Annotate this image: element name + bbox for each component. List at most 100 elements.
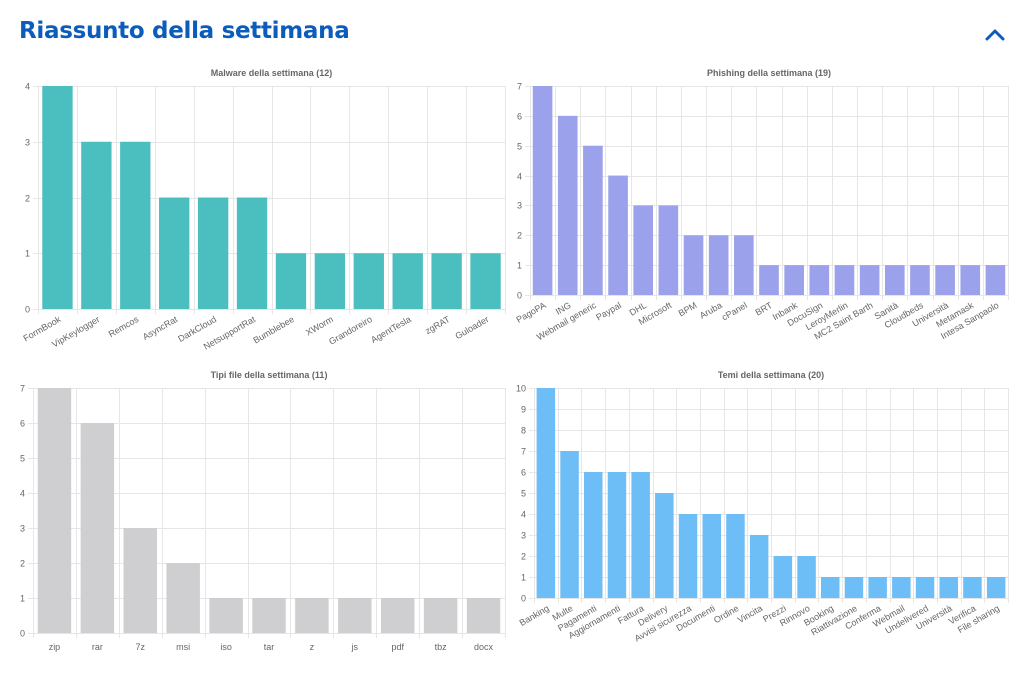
bar-xworm[interactable] (314, 253, 346, 309)
bar-asyncrat[interactable] (159, 197, 190, 310)
bar-agenttesla[interactable] (392, 253, 423, 309)
bar-remcos[interactable] (120, 141, 151, 309)
bar-pdf[interactable] (380, 598, 415, 633)
bar-vipkeylogger[interactable] (81, 141, 112, 309)
bar-docx[interactable] (466, 598, 501, 633)
bar-pagopa[interactable] (532, 86, 553, 295)
bar-docusign[interactable] (809, 265, 830, 295)
bar-avvisi-sicurezza[interactable] (678, 514, 698, 598)
bar-universit-[interactable] (935, 265, 955, 295)
bar-file-sharing[interactable] (986, 577, 1006, 598)
bar-darkcloud[interactable] (197, 197, 229, 310)
chart-title: Tipi file della settimana (11) (211, 370, 328, 380)
bar-zip[interactable] (37, 388, 72, 633)
bar-dhl[interactable] (633, 205, 654, 295)
bar-brt[interactable] (759, 265, 779, 295)
y-tick-label: 9 (521, 405, 526, 415)
x-tick-label: XWorm (304, 314, 335, 338)
y-tick-label: 3 (20, 524, 25, 534)
x-tick-label: 7z (136, 642, 146, 652)
bar-tar[interactable] (252, 598, 286, 633)
bar-7z[interactable] (123, 528, 158, 633)
bar-ing[interactable] (557, 115, 578, 295)
x-tick-label: Guloader (453, 314, 490, 341)
bar-zgrat[interactable] (431, 253, 462, 309)
bar-prezzi[interactable] (773, 556, 793, 598)
bar-msi[interactable] (166, 563, 200, 633)
bar-delivery[interactable] (655, 493, 674, 598)
bar-sanit-[interactable] (884, 265, 905, 295)
x-tick-label: tbz (435, 642, 448, 652)
bar-netsupportrat[interactable] (236, 197, 268, 310)
themes-chart: Temi della settimana (20) 0 1 2 3 4 5 6 7 8 9 10 Ban… (512, 367, 1024, 675)
x-tick-label: Paypal (594, 300, 623, 322)
y-tick-label: 7 (517, 82, 522, 92)
summary-header: Riassunto della settimana (0, 0, 1024, 62)
bar-rinnovo[interactable] (797, 556, 816, 598)
chart-title: Malware della settimana (12) (211, 68, 333, 78)
y-tick-label: 0 (521, 594, 526, 604)
y-tick-label: 1 (20, 594, 25, 604)
bar-verifica[interactable] (963, 577, 982, 598)
x-tick-label: AsyncRat (141, 314, 180, 342)
bar-inbank[interactable] (784, 265, 804, 295)
x-tick-label: tar (264, 642, 275, 652)
x-tick-label: Aruba (698, 300, 724, 321)
malware-chart: Malware della settimana (12) 0 1 2 3 4 FormBoo… (0, 62, 512, 367)
bar-tbz[interactable] (423, 598, 458, 633)
bar-aruba[interactable] (708, 235, 729, 295)
bar-booking[interactable] (821, 577, 840, 598)
bar-multe[interactable] (560, 451, 579, 598)
y-tick-label: 4 (25, 82, 30, 92)
x-tick-label: docx (474, 642, 494, 652)
bar-grandoreiro[interactable] (353, 253, 384, 309)
y-tick-label: 8 (521, 426, 526, 436)
bar-guloader[interactable] (470, 253, 501, 309)
themes-chart-svg: Temi della settimana (20) 0 1 2 3 4 5 6 7 8 9 10 Ban… (516, 370, 1009, 644)
bar-webmail[interactable] (892, 577, 911, 598)
bar-leroymerlin[interactable] (834, 265, 855, 295)
bar-fattura[interactable] (631, 472, 650, 598)
bar-rar[interactable] (80, 423, 115, 633)
bar-microsoft[interactable] (658, 205, 679, 295)
y-tick-label: 5 (20, 454, 25, 464)
bar-bpm[interactable] (683, 235, 704, 295)
bar-metamask[interactable] (960, 265, 981, 295)
y-tick-label: 4 (521, 510, 526, 520)
bar-pagamenti[interactable] (584, 472, 603, 598)
x-tick-label: z (310, 642, 315, 652)
bar-js[interactable] (338, 598, 372, 633)
bar-universit-[interactable] (939, 577, 958, 598)
bar-formbook[interactable] (42, 86, 73, 309)
bar-paypal[interactable] (608, 175, 628, 295)
bar-cpanel[interactable] (734, 235, 754, 295)
bar-aggiornamenti[interactable] (607, 472, 627, 598)
bar-documenti[interactable] (702, 514, 721, 598)
chart-title: Phishing della settimana (19) (707, 68, 831, 78)
bar-undelivered[interactable] (915, 577, 935, 598)
x-tick-label: Grandoreiro (327, 314, 374, 347)
x-tick-label: iso (220, 642, 232, 652)
bar-ordine[interactable] (726, 514, 745, 598)
y-tick-label: 6 (521, 468, 526, 478)
bar-vincita[interactable] (749, 535, 769, 598)
chart-title: Temi della settimana (20) (718, 370, 824, 380)
chevron-up-icon (985, 29, 1005, 41)
bar-conferma[interactable] (868, 577, 887, 598)
y-tick-label: 1 (25, 249, 30, 259)
bar-riattivazione[interactable] (844, 577, 864, 598)
bar-mc2-saint-barth[interactable] (859, 265, 880, 295)
bar-z[interactable] (295, 598, 329, 633)
bar-webmail-generic[interactable] (583, 145, 603, 295)
y-tick-label: 10 (516, 384, 526, 394)
collapse-button[interactable] (982, 24, 1008, 46)
x-tick-label: rar (92, 642, 103, 652)
y-tick-label: 6 (517, 112, 522, 122)
bar-intesa-sanpaolo[interactable] (985, 265, 1006, 295)
x-tick-label: PagoPA (515, 300, 548, 325)
bar-cloudbeds[interactable] (910, 265, 930, 295)
bar-banking[interactable] (536, 388, 556, 598)
bar-bumblebee[interactable] (275, 253, 307, 309)
bar-iso[interactable] (209, 598, 243, 633)
x-tick-label: Remcos (107, 314, 141, 339)
